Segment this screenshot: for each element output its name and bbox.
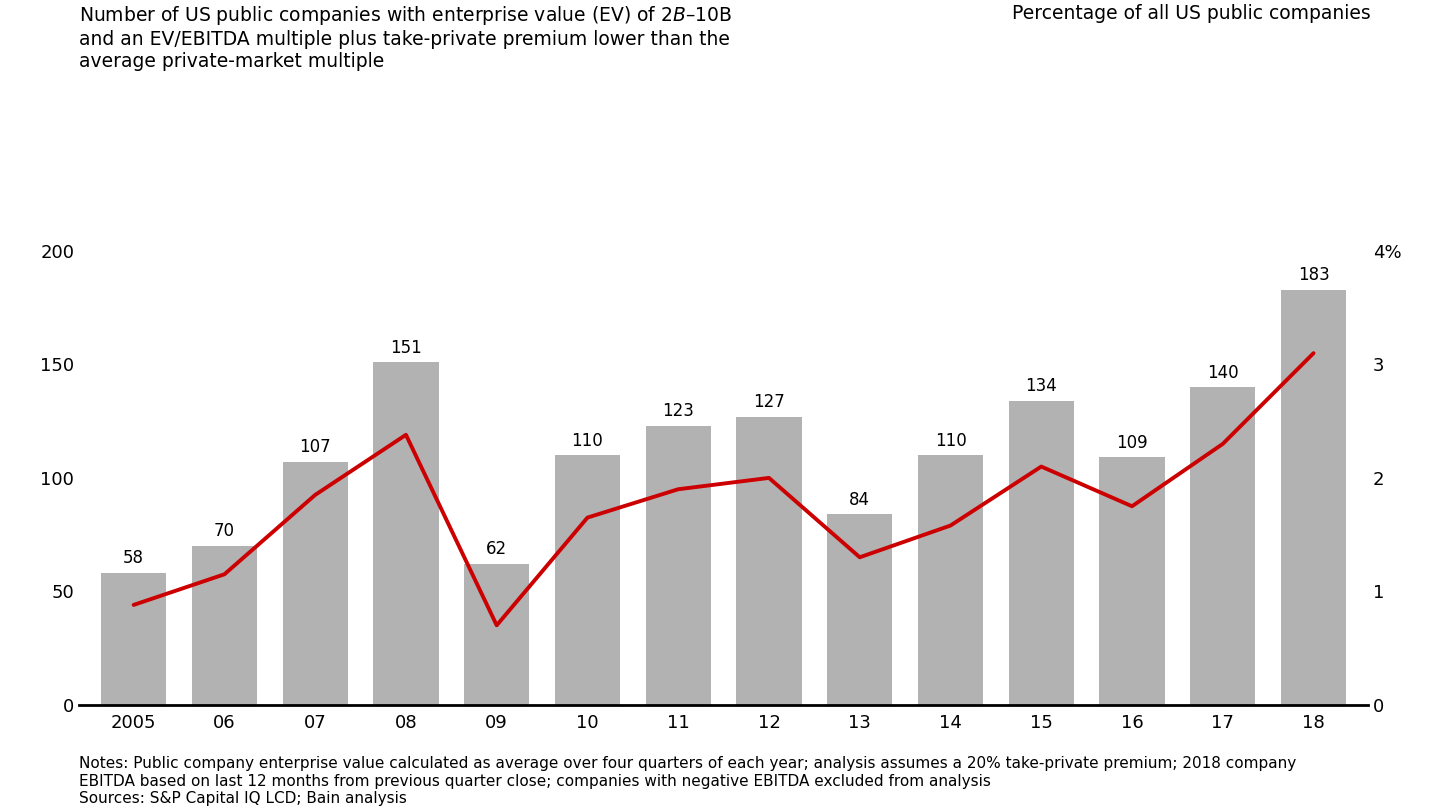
Text: Number of US public companies with enterprise value (EV) of $2B–$10B
and an EV/E: Number of US public companies with enter… [79, 4, 732, 71]
Text: 140: 140 [1207, 364, 1238, 382]
Text: 84: 84 [850, 491, 870, 509]
Text: 123: 123 [662, 402, 694, 420]
Text: 110: 110 [572, 432, 603, 450]
Text: 110: 110 [935, 432, 966, 450]
Text: 70: 70 [215, 522, 235, 540]
Bar [1189, 387, 1256, 705]
Bar [373, 362, 439, 705]
Text: 134: 134 [1025, 377, 1057, 395]
Bar [1008, 401, 1074, 705]
Bar [464, 564, 530, 705]
Bar [736, 416, 802, 705]
Text: 107: 107 [300, 438, 331, 456]
Bar [554, 455, 621, 705]
Text: Percentage of all US public companies: Percentage of all US public companies [1012, 4, 1371, 23]
Bar [101, 573, 167, 705]
Bar [1280, 290, 1346, 705]
Bar [645, 426, 711, 705]
Text: 58: 58 [124, 549, 144, 568]
Text: 127: 127 [753, 393, 785, 411]
Bar [282, 462, 348, 705]
Text: 151: 151 [390, 339, 422, 356]
Bar [192, 546, 258, 705]
Text: 109: 109 [1116, 434, 1148, 452]
Text: 62: 62 [487, 540, 507, 558]
Text: Notes: Public company enterprise value calculated as average over four quarters : Notes: Public company enterprise value c… [79, 757, 1296, 806]
Bar [917, 455, 984, 705]
Text: 183: 183 [1297, 266, 1329, 284]
Bar [1099, 458, 1165, 705]
Bar [827, 514, 893, 705]
